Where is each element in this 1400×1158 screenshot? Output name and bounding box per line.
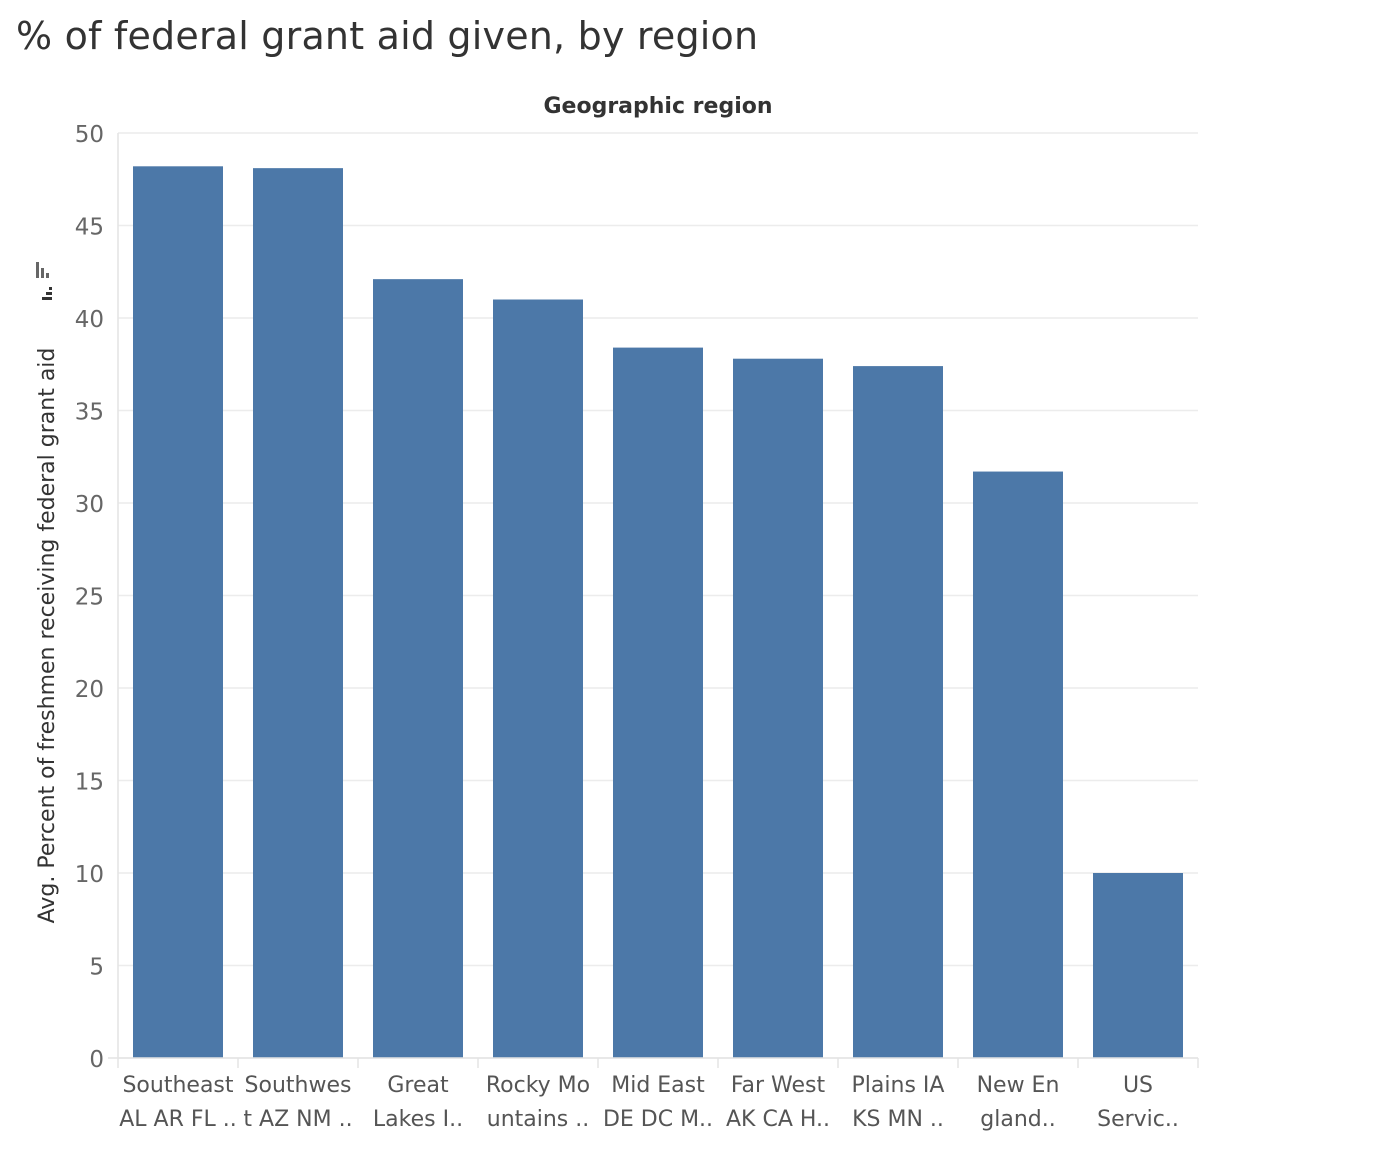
y-tick-label: 30: [75, 492, 104, 518]
sort-icon[interactable]: [36, 262, 49, 278]
x-tick-label[interactable]: US Servic..: [1097, 1073, 1179, 1132]
column-header: Geographic region: [543, 94, 772, 119]
x-tick-label[interactable]: Southeast AL AR FL ..: [119, 1073, 237, 1132]
x-tick-label-line: Rocky Mo: [486, 1073, 590, 1098]
x-tick-label-line: Great: [387, 1073, 449, 1098]
bar[interactable]: [613, 347, 703, 1059]
bar[interactable]: [733, 358, 823, 1058]
y-tick-label: 15: [75, 770, 104, 796]
axis-sort-icon-bar: [46, 292, 52, 295]
x-tick-label[interactable]: Southwes t AZ NM ..: [243, 1073, 352, 1132]
sort-icon-bar: [41, 268, 44, 278]
y-axis-title: Avg. Percent of freshmen receiving feder…: [35, 348, 60, 924]
bar[interactable]: [373, 279, 463, 1058]
y-tick-label: 50: [75, 122, 104, 148]
x-tick-label-line: DE DC M..: [603, 1107, 713, 1132]
x-tick-label-line: Servic..: [1097, 1107, 1179, 1132]
y-tick-label: 10: [75, 862, 104, 888]
chart-title: % of federal grant aid given, by region: [16, 14, 759, 58]
x-tick-label-line: gland..: [980, 1107, 1055, 1132]
y-tick-label: 20: [75, 677, 104, 703]
bar[interactable]: [1093, 873, 1183, 1058]
x-tick-label-line: Lakes I..: [373, 1107, 463, 1132]
x-tick-label-line: Southeast: [122, 1073, 233, 1098]
x-tick-label-line: New En: [977, 1073, 1060, 1098]
y-tick-label: 35: [75, 400, 104, 426]
bar[interactable]: [973, 471, 1063, 1058]
sort-icon-bar: [46, 273, 49, 278]
x-tick-label-line: t AZ NM ..: [243, 1107, 352, 1132]
x-tick-label[interactable]: Great Lakes I..: [373, 1073, 463, 1132]
x-tick-label[interactable]: Rocky Mo untains ..: [486, 1073, 590, 1132]
bar[interactable]: [853, 366, 943, 1059]
y-tick-label: 40: [75, 307, 104, 333]
axis-sort-icon-bar: [42, 297, 52, 300]
y-tick-label: 0: [89, 1047, 104, 1073]
x-tick-label[interactable]: New En gland..: [977, 1073, 1060, 1132]
x-tick-label-line: Far West: [731, 1073, 826, 1098]
bar[interactable]: [253, 168, 343, 1058]
y-tick-label: 45: [75, 215, 104, 241]
x-tick-label-line: AL AR FL ..: [119, 1107, 237, 1132]
axis-sort-icon[interactable]: [42, 287, 52, 300]
axis-sort-icon-bar: [49, 287, 52, 290]
x-tick-label[interactable]: Plains IA KS MN ..: [852, 1073, 945, 1132]
sort-icon-bar: [36, 262, 39, 278]
x-tick-label[interactable]: Far West AK CA H..: [726, 1073, 830, 1132]
x-tick-label-line: KS MN ..: [852, 1107, 944, 1132]
x-tick-label-line: US: [1123, 1073, 1153, 1098]
bar[interactable]: [133, 166, 223, 1059]
bar[interactable]: [493, 299, 583, 1059]
x-tick-label-line: Southwes: [245, 1073, 352, 1098]
x-tick-label-line: Plains IA: [852, 1073, 945, 1098]
x-tick-label-line: Mid East: [611, 1073, 705, 1098]
x-tick-label[interactable]: Mid East DE DC M..: [603, 1073, 713, 1132]
y-tick-label: 5: [89, 955, 104, 981]
x-tick-label-line: AK CA H..: [726, 1107, 830, 1132]
y-tick-label: 25: [75, 585, 104, 611]
x-tick-label-line: untains ..: [487, 1107, 590, 1132]
